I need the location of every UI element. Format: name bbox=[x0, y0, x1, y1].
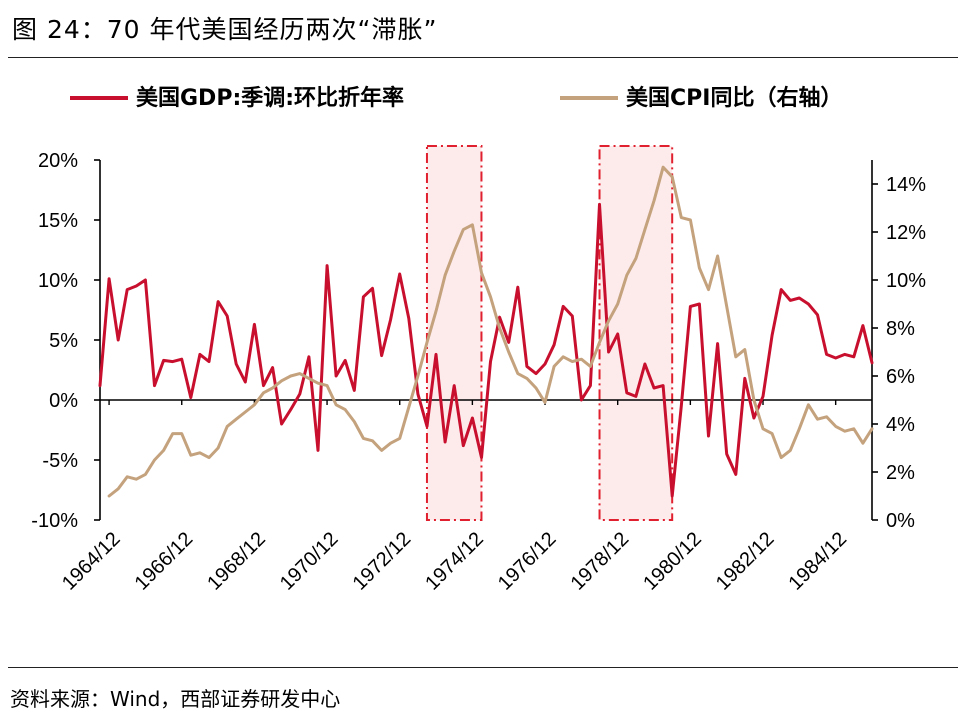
shaded-periods bbox=[425, 145, 674, 521]
x-tick-label: 1976/12 bbox=[494, 528, 561, 595]
y-right-tick-label: 2% bbox=[886, 462, 915, 484]
y-right-tick-label: 4% bbox=[886, 414, 915, 436]
x-tick-label: 1972/12 bbox=[349, 528, 416, 595]
y-right-tick-label: 8% bbox=[886, 318, 915, 340]
source-note: 资料来源：Wind，西部证券研发中心 bbox=[10, 687, 341, 711]
y-right-tick-label: 10% bbox=[886, 270, 926, 292]
x-tick-label: 1964/12 bbox=[58, 528, 125, 595]
legend-label-1: 美国GDP:季调:环比折年率 bbox=[136, 85, 404, 111]
series-lines bbox=[98, 165, 874, 498]
x-tick-label: 1974/12 bbox=[421, 528, 488, 595]
y-right-tick-label: 6% bbox=[886, 366, 915, 388]
y-left-tick-label: 5% bbox=[49, 330, 78, 352]
legend: 美国GDP:季调:环比折年率 美国CPI同比（右轴） bbox=[70, 85, 842, 111]
y-left-tick-label: 10% bbox=[38, 270, 78, 292]
figure-title: 图 24：70 年代美国经历两次“滞胀” bbox=[12, 15, 438, 44]
y-right-tick-label: 0% bbox=[886, 510, 915, 532]
y-left-tick-label: 0% bbox=[49, 390, 78, 412]
y-left-tick-label: -5% bbox=[42, 450, 78, 472]
y-left-tick-label: 15% bbox=[38, 210, 78, 232]
x-tick-label: 1984/12 bbox=[785, 528, 852, 595]
x-tick-label: 1978/12 bbox=[567, 528, 634, 595]
y-left-tick-label: 20% bbox=[38, 150, 78, 172]
x-tick-label: 1970/12 bbox=[276, 528, 343, 595]
x-tick-label: 1966/12 bbox=[131, 528, 198, 595]
legend-label-2: 美国CPI同比（右轴） bbox=[626, 85, 842, 111]
gdp-line bbox=[98, 202, 874, 498]
shaded-period-1 bbox=[425, 145, 483, 521]
y-left-tick-label: -10% bbox=[31, 510, 78, 532]
x-tick-label: 1968/12 bbox=[203, 528, 270, 595]
x-tick-label: 1982/12 bbox=[712, 528, 779, 595]
y-right-tick-label: 12% bbox=[886, 222, 926, 244]
y-right-tick-label: 14% bbox=[886, 174, 926, 196]
shaded-period-2 bbox=[598, 145, 674, 521]
top-rule bbox=[8, 57, 958, 58]
x-tick-label: 1980/12 bbox=[639, 528, 706, 595]
cpi-line bbox=[107, 165, 874, 498]
bottom-rule bbox=[8, 667, 958, 668]
